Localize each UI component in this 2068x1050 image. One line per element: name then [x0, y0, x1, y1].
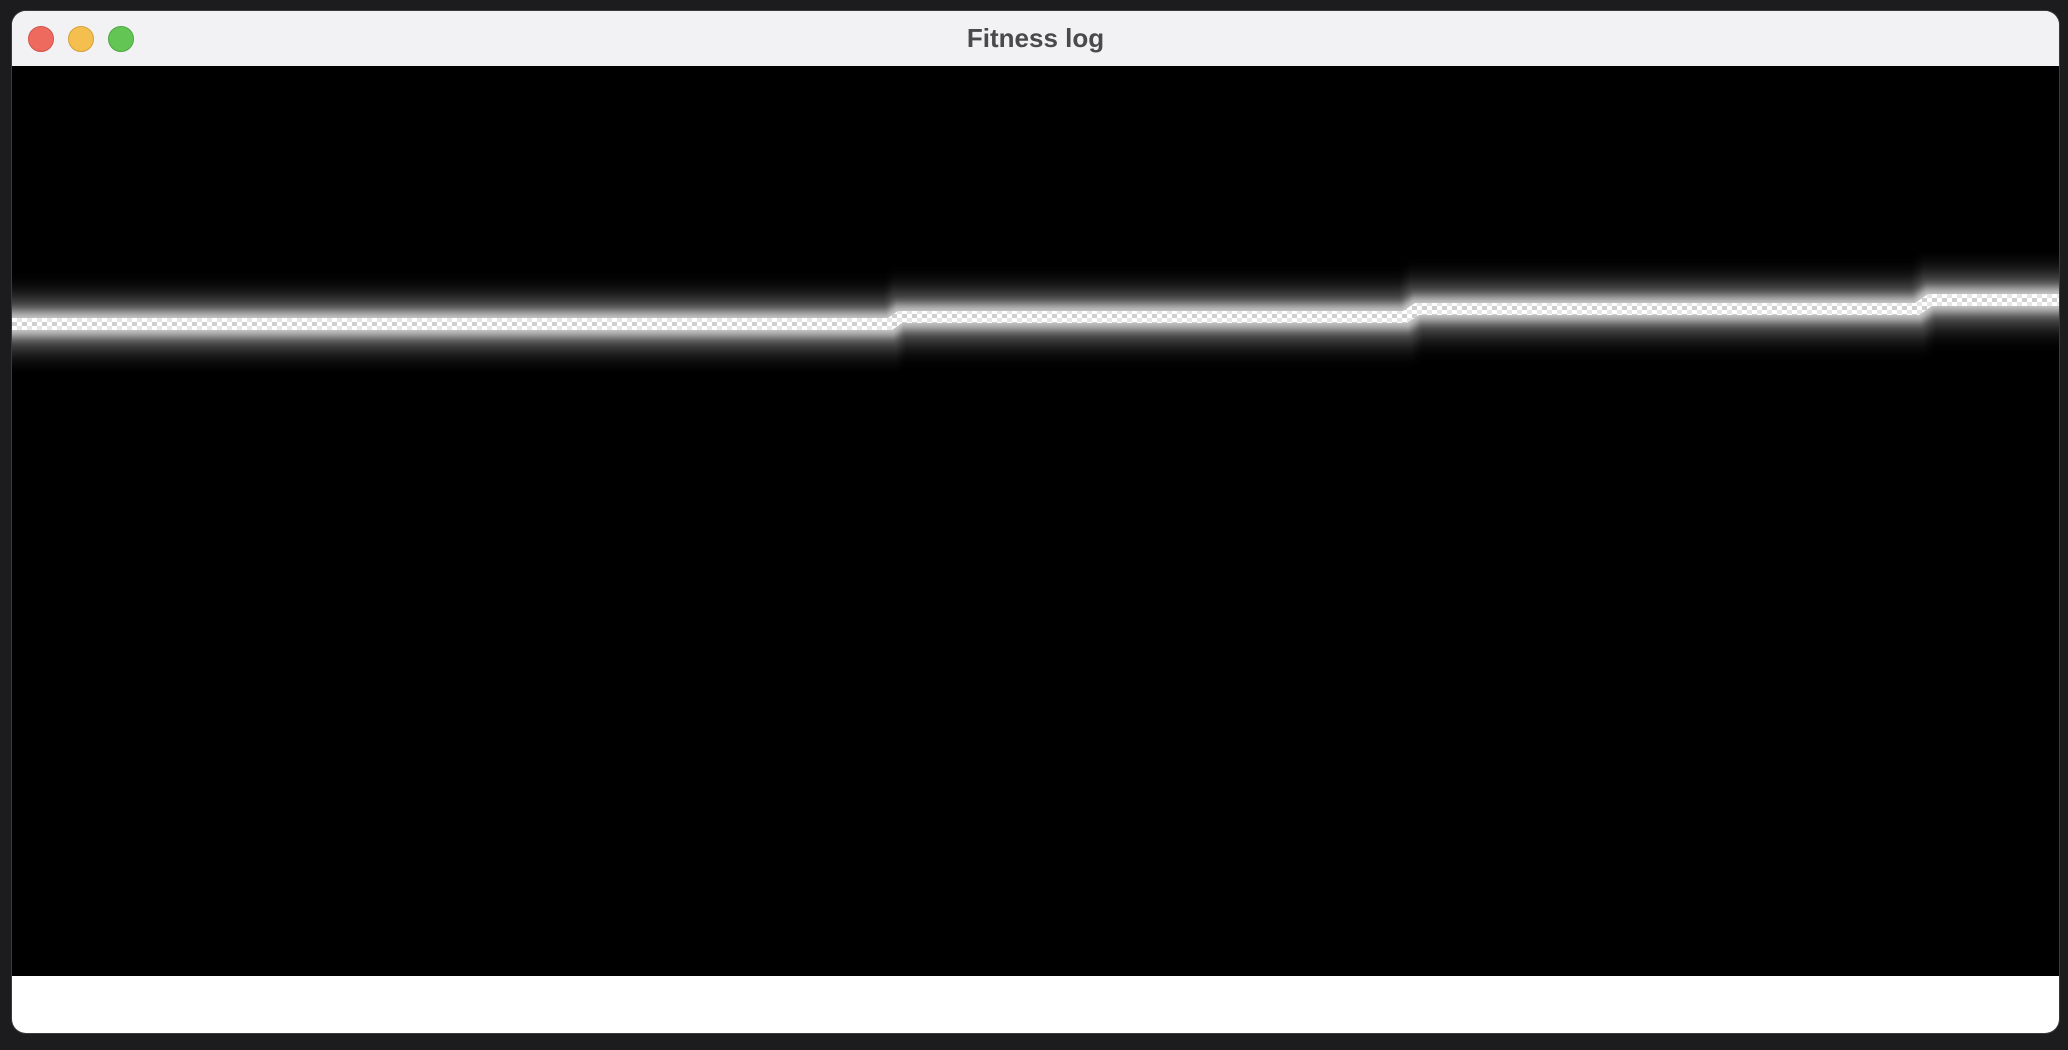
- fitness-plot: [12, 280, 2059, 344]
- fitness-canvas: [12, 66, 2059, 976]
- minimize-button[interactable]: [68, 26, 94, 52]
- close-button[interactable]: [28, 26, 54, 52]
- window-title: Fitness log: [966, 23, 1105, 53]
- app-window: Fitness log: [12, 11, 2059, 1033]
- zoom-button[interactable]: [108, 26, 134, 52]
- band-core: [12, 294, 2059, 330]
- title-bar: Fitness log: [12, 11, 2059, 67]
